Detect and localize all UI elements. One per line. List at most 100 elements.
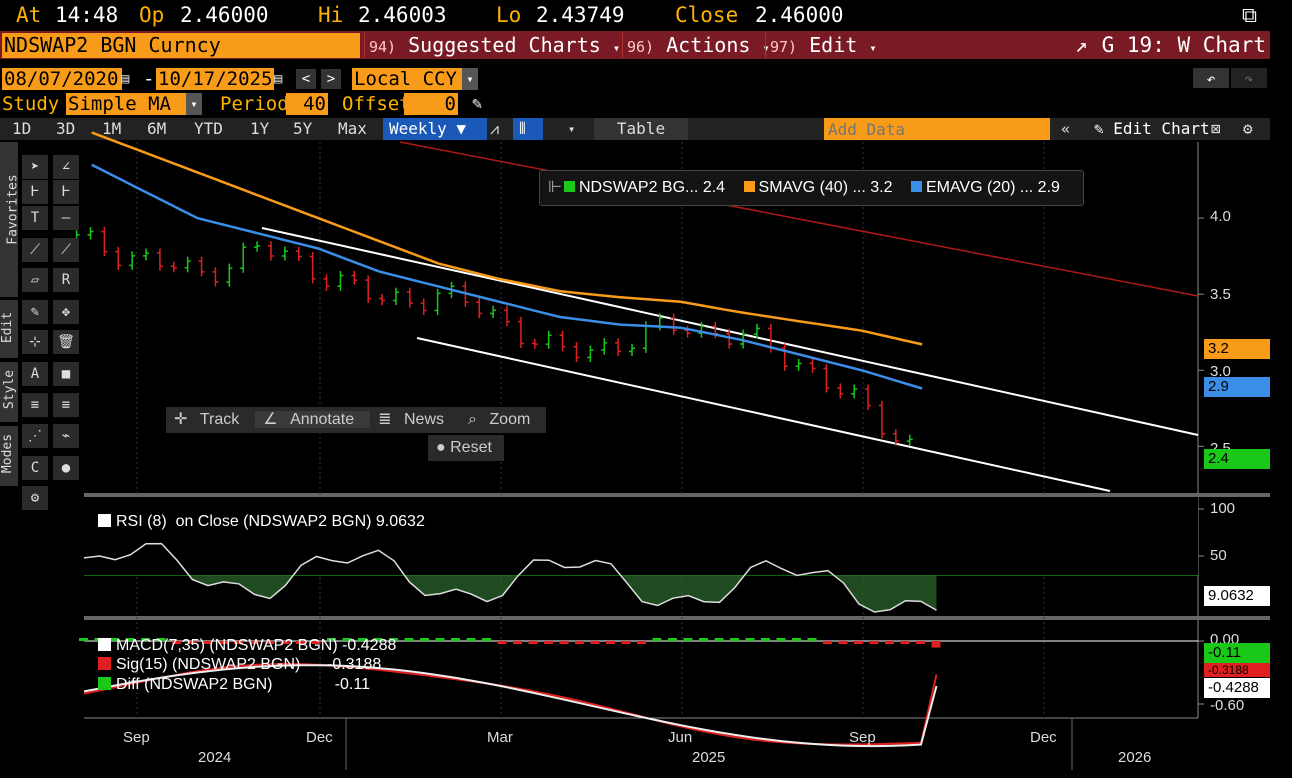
- legend-price[interactable]: NDSWAP2 BG... 2.4: [578, 179, 726, 196]
- dollar-icon[interactable]: Ⱶ: [53, 180, 79, 204]
- tab-edit[interactable]: Edit: [0, 300, 18, 358]
- macd-histogram-bar: [559, 641, 569, 644]
- gear-icon[interactable]: ⚙: [1243, 119, 1253, 138]
- trash-icon[interactable]: 🗑: [53, 330, 79, 354]
- end-date-field[interactable]: 10/17/2025: [156, 68, 274, 90]
- tab-favorites[interactable]: Favorites: [0, 142, 21, 297]
- legend-ema[interactable]: EMAVG (20) ... 2.9: [925, 179, 1060, 196]
- annotate-button[interactable]: ∠ Annotate: [255, 411, 371, 428]
- start-date-field[interactable]: 08/07/2020: [2, 68, 122, 90]
- macd-histogram-bar: [327, 638, 336, 641]
- color-icon[interactable]: ●: [53, 456, 79, 480]
- zoom-button[interactable]: ⌕ Zoom: [468, 411, 531, 428]
- pencil-icon[interactable]: ✎: [22, 300, 48, 324]
- line-style-icon[interactable]: ≡: [22, 393, 48, 417]
- fill-icon[interactable]: ■: [53, 362, 79, 386]
- edit-chart-button[interactable]: ✎ Edit Chart: [1094, 119, 1210, 138]
- offset-field[interactable]: 0: [404, 93, 458, 115]
- range-3d[interactable]: 3D: [56, 119, 76, 138]
- channel-upper-line: [261, 227, 1199, 436]
- drawing-toolbar: Favorites Edit Style Modes: [0, 142, 84, 517]
- range-6m[interactable]: 6M: [147, 119, 167, 138]
- macd-histogram-bar: [745, 638, 755, 641]
- prev-arrow-icon[interactable]: <: [296, 69, 316, 89]
- popout-icon[interactable]: ⧉: [1242, 3, 1257, 27]
- range-ytd[interactable]: YTD: [194, 119, 223, 138]
- rsi-tick: 100: [1210, 500, 1236, 517]
- font-icon[interactable]: A: [22, 362, 48, 386]
- macd-histogram-bar: [466, 638, 476, 641]
- legend-drag-icon[interactable]: ⊩: [548, 179, 562, 196]
- range-1y[interactable]: 1Y: [250, 119, 270, 138]
- sma-axis-tag: 3.2: [1204, 339, 1270, 359]
- chevron-down-icon[interactable]: ▾: [462, 68, 478, 90]
- text-icon[interactable]: T: [22, 206, 48, 230]
- currency-select[interactable]: Local CCY: [352, 68, 462, 90]
- news-button[interactable]: ≣ News: [378, 411, 444, 428]
- tab-style[interactable]: Style: [0, 362, 18, 422]
- redo-icon[interactable]: ↷: [1231, 68, 1267, 88]
- panel-divider: [84, 616, 1270, 620]
- draw-icon[interactable]: ∠: [53, 155, 79, 179]
- macd-histogram-bar: [699, 638, 708, 641]
- ticker-field[interactable]: NDSWAP2 BGN Curncy: [2, 33, 360, 58]
- suggested-charts-menu[interactable]: 94) Suggested Charts ▾: [364, 33, 624, 58]
- dash-style-icon[interactable]: ≡: [53, 393, 79, 417]
- study-select[interactable]: Simple MA: [66, 93, 186, 115]
- range-5y[interactable]: 5Y: [293, 119, 313, 138]
- collapse-icon[interactable]: «: [1061, 120, 1071, 138]
- x-tick-year: 2024: [198, 749, 232, 766]
- range-1m[interactable]: 1M: [102, 119, 122, 138]
- ema-line: [91, 163, 923, 390]
- legend-sma[interactable]: SMAVG (40) ... 3.2: [758, 179, 893, 196]
- channel-icon[interactable]: ▱: [22, 268, 48, 292]
- macd-histogram-bar: [141, 638, 150, 641]
- pointer-icon[interactable]: ➤: [22, 155, 48, 179]
- reset-button[interactable]: ● Reset: [428, 435, 504, 461]
- y-tick: 3.0: [1210, 363, 1231, 380]
- macd-histogram-bar: [296, 641, 305, 644]
- range-max[interactable]: Max: [338, 119, 367, 138]
- undo-icon[interactable]: ↶: [1193, 68, 1229, 88]
- actions-menu[interactable]: 96) Actions ▾: [622, 33, 774, 58]
- r-icon[interactable]: R: [53, 268, 79, 292]
- arrow-line-icon[interactable]: ⟋: [53, 238, 79, 262]
- crosshair-icon[interactable]: ⊹: [22, 330, 48, 354]
- next-arrow-icon[interactable]: >: [321, 69, 341, 89]
- sma-line: [91, 131, 923, 346]
- legend-swatch-ema: [910, 181, 922, 192]
- macd-histogram-bar: [823, 641, 832, 644]
- low-value: 2.43749: [536, 3, 625, 27]
- add-data-input[interactable]: [824, 118, 1050, 140]
- settings-icon[interactable]: ⚙: [22, 486, 48, 510]
- table-button[interactable]: Table: [594, 118, 688, 140]
- close-label: Close: [675, 3, 739, 27]
- brush-icon[interactable]: ✎: [472, 94, 483, 114]
- line-chart-icon[interactable]: ⩘: [490, 119, 500, 138]
- study-label: Study: [2, 93, 60, 115]
- edit-menu[interactable]: 97) Edit ▾: [765, 33, 881, 58]
- bar-chart-icon[interactable]: ⫴: [513, 118, 543, 140]
- sig-axis-tag: -0.3188: [1204, 663, 1270, 677]
- magnet-icon[interactable]: ⌁: [53, 424, 79, 448]
- frequency-select[interactable]: Weekly ▼: [383, 118, 487, 140]
- dotted-icon[interactable]: ⋰: [22, 424, 48, 448]
- cursor-mode-icon[interactable]: C: [22, 456, 48, 480]
- period-field[interactable]: 40: [286, 93, 328, 115]
- chevron-down-icon[interactable]: ▾: [186, 93, 202, 115]
- high-value: 2.46003: [358, 3, 447, 27]
- tab-modes[interactable]: Modes: [0, 426, 18, 486]
- move-icon[interactable]: ✥: [53, 300, 79, 324]
- calendar-icon[interactable]: ▤: [274, 71, 283, 87]
- calendar-icon[interactable]: ▤: [121, 71, 130, 87]
- line-icon[interactable]: ⟋: [22, 238, 48, 262]
- macd-histogram-bar: [575, 641, 584, 644]
- range-1d[interactable]: 1D: [12, 119, 32, 138]
- track-button[interactable]: ✛ Track: [174, 411, 240, 428]
- percent-icon[interactable]: Ⱶ: [22, 180, 48, 204]
- macd-histogram-bar: [203, 641, 212, 644]
- export-icon[interactable]: ↗: [1074, 33, 1088, 57]
- chevron-down-icon[interactable]: ▾: [568, 122, 576, 136]
- hline-icon[interactable]: —: [53, 206, 79, 230]
- export-image-icon[interactable]: ⊠: [1211, 119, 1221, 138]
